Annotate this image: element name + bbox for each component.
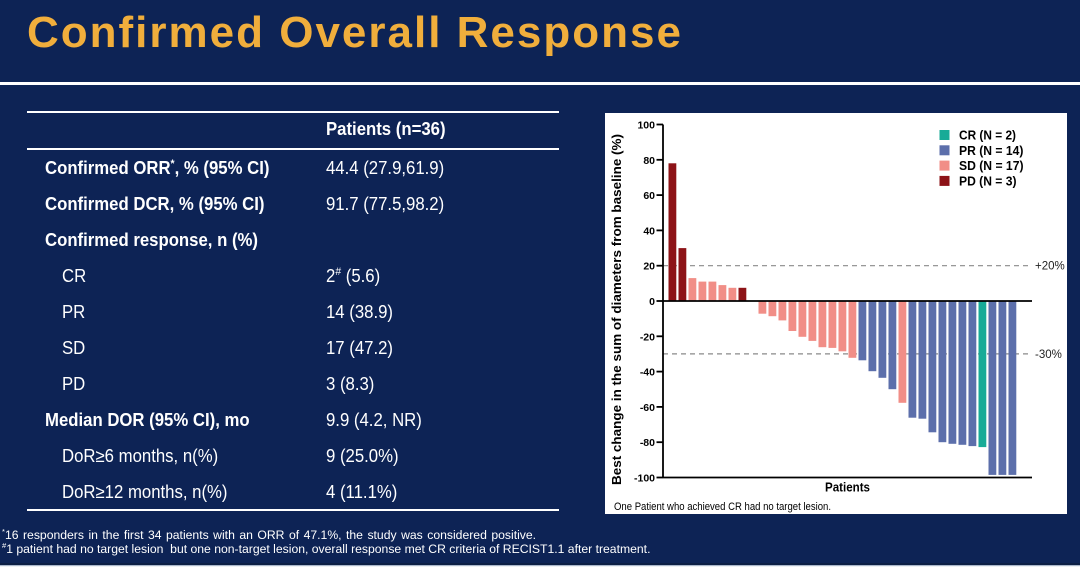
svg-text:100: 100 [637, 120, 655, 132]
svg-text:One Patient who achieved CR ha: One Patient who achieved CR had no targe… [614, 501, 831, 513]
svg-text:PR (N = 14): PR (N = 14) [959, 144, 1023, 158]
svg-text:PD (N = 3): PD (N = 3) [959, 174, 1017, 188]
svg-text:CR (N = 2): CR (N = 2) [959, 129, 1016, 143]
svg-text:-60: -60 [640, 402, 655, 414]
svg-text:-30%: -30% [1035, 349, 1062, 361]
svg-text:-100: -100 [634, 473, 655, 485]
svg-text:20: 20 [643, 261, 655, 273]
svg-text:-80: -80 [640, 437, 655, 449]
svg-text:+20%: +20% [1035, 261, 1065, 273]
svg-text:SD (N = 17): SD (N = 17) [959, 159, 1024, 173]
svg-text:60: 60 [643, 190, 655, 202]
svg-text:-40: -40 [640, 367, 655, 379]
svg-text:Patients: Patients [825, 481, 870, 495]
svg-text:40: 40 [643, 225, 655, 237]
svg-text:0: 0 [649, 296, 655, 308]
svg-text:80: 80 [643, 155, 655, 167]
svg-text:-20: -20 [640, 331, 655, 343]
svg-text:Best change in the sum of diam: Best change in the sum of diameters from… [609, 134, 624, 485]
